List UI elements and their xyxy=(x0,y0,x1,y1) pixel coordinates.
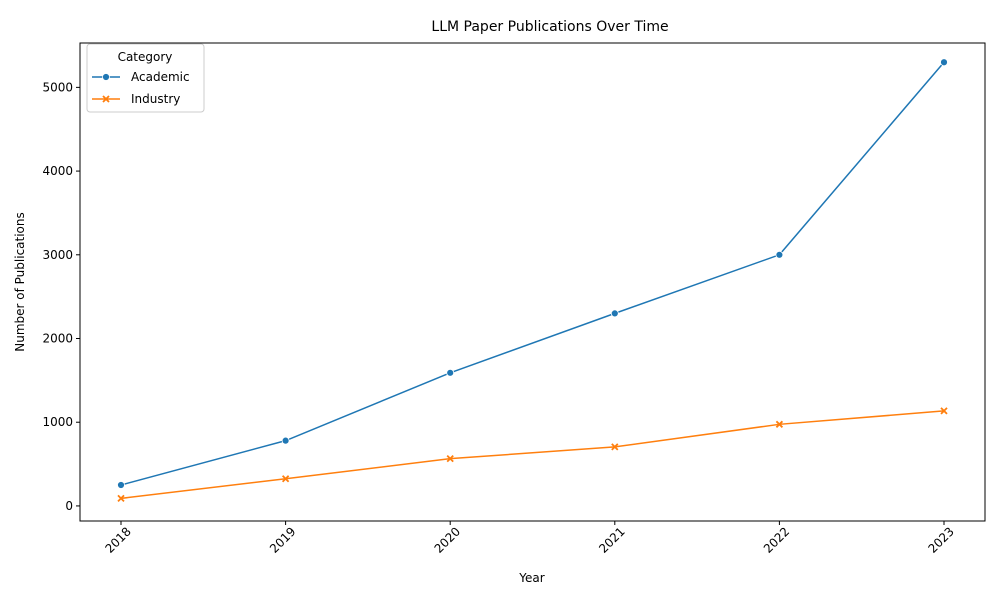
x-tick-label: 2023 xyxy=(925,524,956,555)
x-axis-label: Year xyxy=(518,571,544,585)
legend-label: Academic xyxy=(131,70,190,84)
x-tick-label: 2018 xyxy=(102,524,133,555)
series-industry-line xyxy=(120,410,945,500)
series-academic-point xyxy=(775,250,784,259)
x-tick-label: 2019 xyxy=(267,524,298,555)
y-axis-label: Number of Publications xyxy=(13,212,27,352)
series-industry-point xyxy=(117,494,125,503)
series-academic-line xyxy=(120,61,945,486)
legend-swatch-marker xyxy=(102,73,110,81)
series-academic-point xyxy=(446,368,455,377)
legend-label: Industry xyxy=(131,92,180,106)
series-industry-point xyxy=(281,475,290,483)
legend-item-industry: Industry xyxy=(92,92,180,106)
series-academic-point xyxy=(281,436,290,445)
y-tick-label: 5000 xyxy=(42,80,73,94)
series-industry xyxy=(117,407,948,503)
chart-title: LLM Paper Publications Over Time xyxy=(431,19,668,35)
y-tick-label: 2000 xyxy=(42,332,73,346)
series-industry-point xyxy=(775,420,784,428)
series-industry-point xyxy=(611,443,619,451)
plot-frame xyxy=(79,42,986,522)
series-academic-point xyxy=(117,481,125,489)
series-industry-point xyxy=(446,454,454,463)
legend-item-academic: Academic xyxy=(92,70,190,84)
legend: Category Academic Industry xyxy=(86,43,205,113)
series-academic-point xyxy=(610,309,619,318)
series-industry-point xyxy=(940,407,948,415)
y-tick-label: 3000 xyxy=(42,248,73,262)
x-tick-label: 2021 xyxy=(596,524,627,555)
x-tick-label: 2022 xyxy=(761,524,792,555)
x-axis: 2018 2019 2020 2021 2022 2023 xyxy=(102,521,957,556)
y-tick-label: 0 xyxy=(65,499,73,513)
series-academic xyxy=(117,58,948,489)
x-tick-label: 2020 xyxy=(432,524,463,555)
legend-swatch-marker xyxy=(102,95,110,103)
series-layer xyxy=(117,58,948,503)
y-tick-label: 4000 xyxy=(42,164,73,178)
legend-box xyxy=(86,43,205,113)
y-tick-label: 1000 xyxy=(42,415,73,429)
legend-title: Category xyxy=(118,50,173,64)
series-academic-point xyxy=(940,58,948,67)
y-axis: 0 1000 2000 3000 4000 5000 xyxy=(42,80,80,513)
